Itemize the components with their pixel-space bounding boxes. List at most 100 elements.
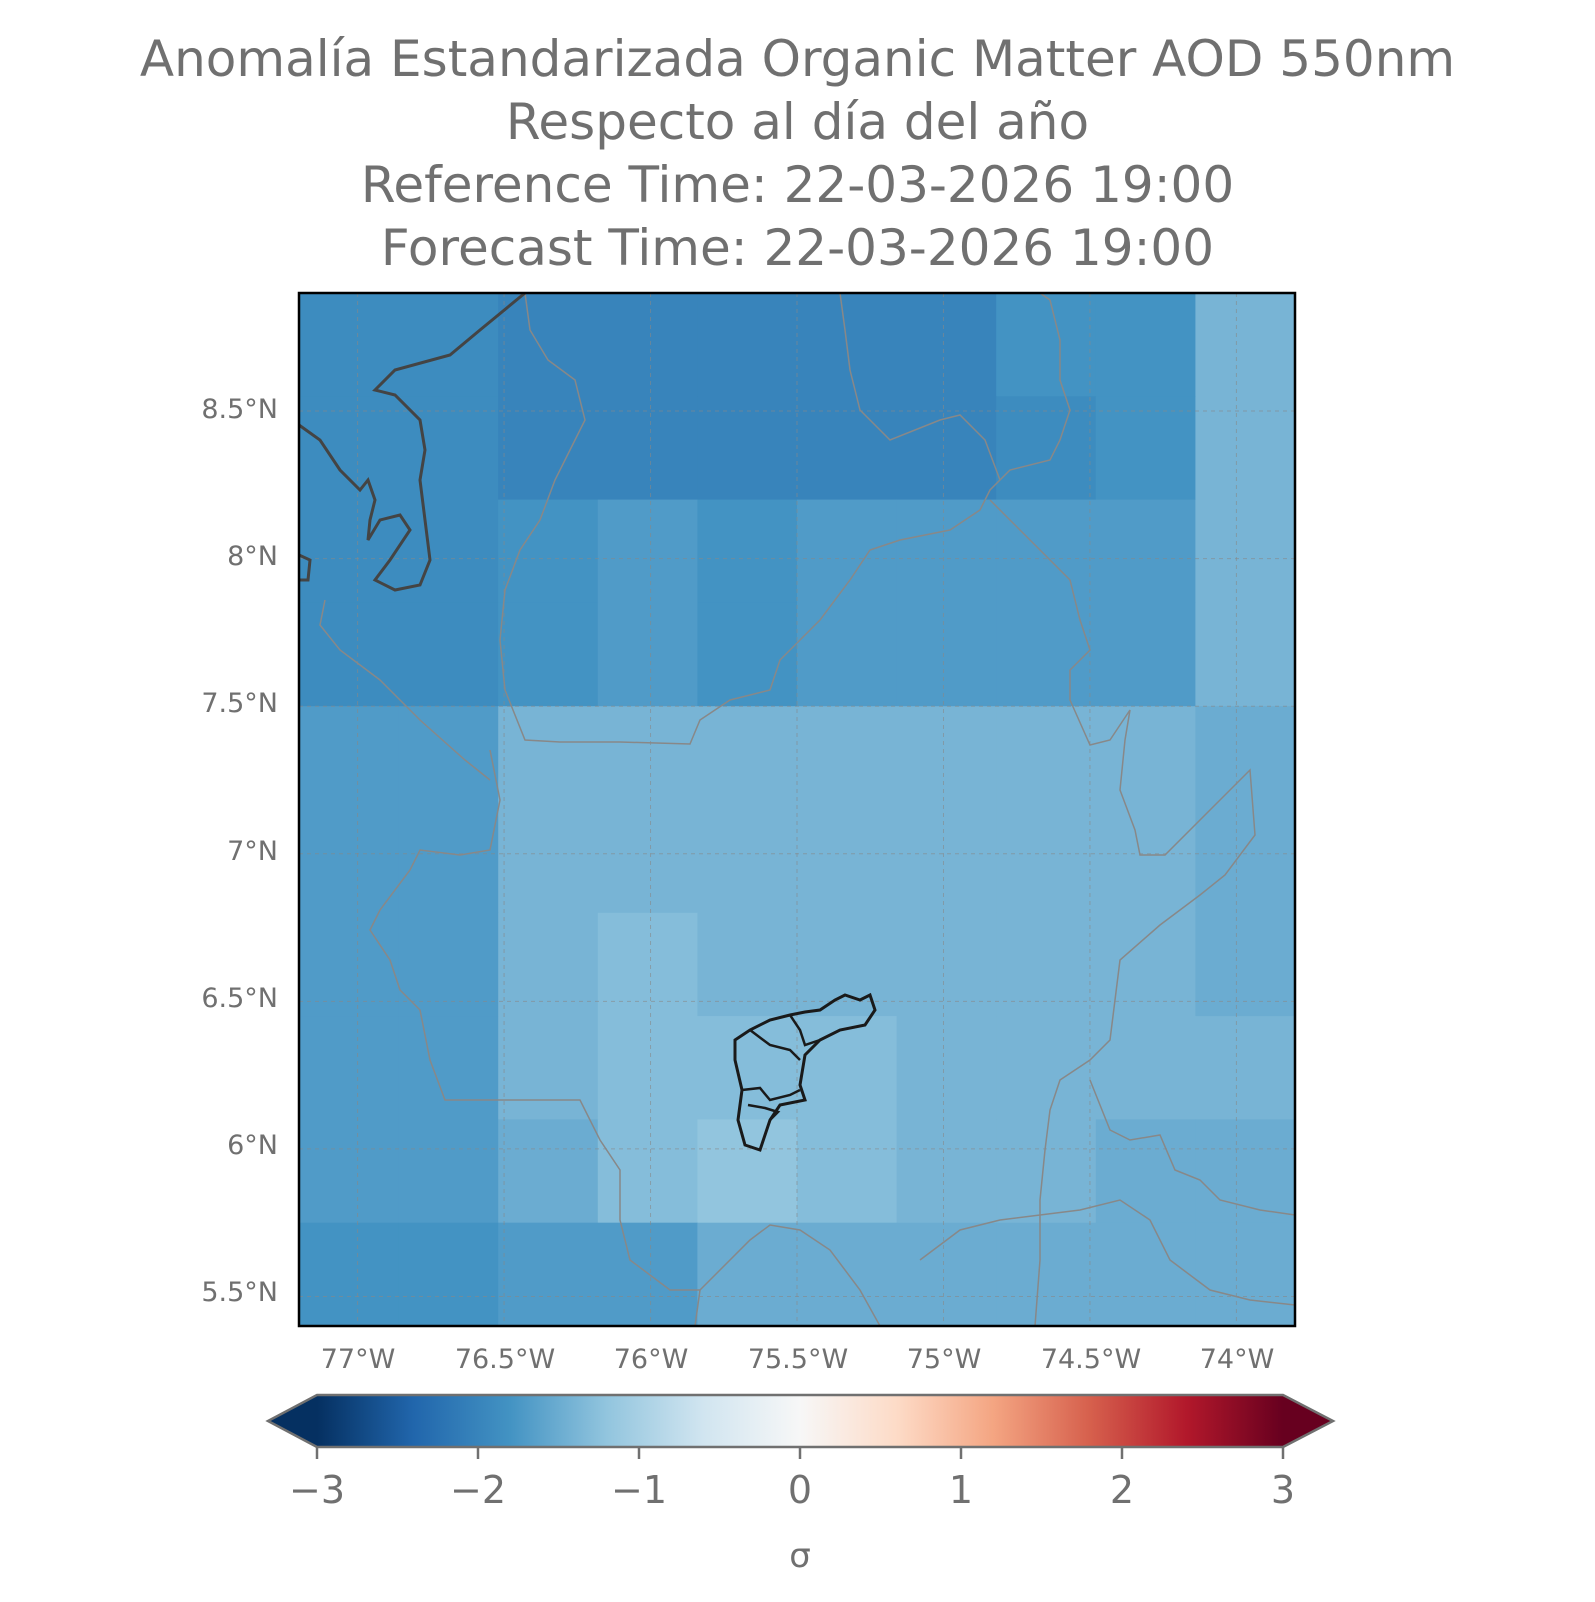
municipality-outline bbox=[733, 992, 877, 1152]
anomaly-cell bbox=[398, 912, 499, 1017]
anomaly-cell bbox=[996, 396, 1097, 501]
anomaly-cell bbox=[697, 809, 798, 914]
lat-tick-label: 8°N bbox=[227, 541, 278, 572]
anomaly-cell bbox=[597, 912, 698, 1017]
colorbar-label: σ bbox=[789, 1536, 811, 1576]
anomaly-cell bbox=[498, 499, 599, 604]
anomaly-cell bbox=[597, 1222, 698, 1326]
anomaly-cell bbox=[597, 809, 698, 914]
anomaly-cell bbox=[1195, 1119, 1295, 1224]
anomaly-cell bbox=[1195, 912, 1295, 1017]
anomaly-cell bbox=[1195, 396, 1295, 501]
anomaly-cell bbox=[896, 293, 997, 397]
title-line-4: Forecast Time: 22-03-2026 19:00 bbox=[380, 219, 1215, 277]
lat-tick-label: 5.5°N bbox=[201, 1277, 278, 1308]
department-border bbox=[919, 1199, 1295, 1306]
lon-tick-label: 77°W bbox=[320, 1344, 396, 1375]
anomaly-cell bbox=[1195, 293, 1295, 397]
anomaly-cell bbox=[996, 912, 1097, 1017]
department-border bbox=[699, 1224, 881, 1326]
anomaly-cell bbox=[697, 499, 798, 604]
colorbar-ramp bbox=[317, 1395, 1283, 1447]
anomaly-cell bbox=[498, 602, 599, 707]
lat-tick-label: 6.5°N bbox=[201, 983, 278, 1014]
anomaly-cell bbox=[896, 1016, 997, 1120]
anomaly-cell bbox=[597, 396, 698, 501]
anomaly-cell bbox=[1195, 602, 1295, 707]
lon-tick-label: 74.5°W bbox=[1040, 1344, 1142, 1375]
department-border bbox=[989, 499, 1256, 1326]
anomaly-cell bbox=[299, 293, 400, 397]
anomaly-cell bbox=[498, 293, 599, 397]
anomaly-cell bbox=[996, 1016, 1097, 1120]
anomaly-cell bbox=[1095, 499, 1196, 604]
anomaly-cell bbox=[398, 809, 499, 914]
colorbar-tick-label: 0 bbox=[787, 1468, 813, 1512]
department-border bbox=[1089, 1079, 1295, 1216]
colorbar-tick-label: 3 bbox=[1270, 1468, 1296, 1512]
anomaly-cell bbox=[597, 706, 698, 810]
anomaly-cell bbox=[797, 602, 898, 707]
anomaly-cell bbox=[896, 706, 997, 810]
lat-tick-label: 6°N bbox=[227, 1130, 278, 1161]
anomaly-cell bbox=[697, 1119, 798, 1224]
anomaly-cell bbox=[597, 1119, 698, 1224]
colorbar-under-extension bbox=[268, 1395, 317, 1447]
anomaly-cell bbox=[1195, 1222, 1295, 1326]
coastline bbox=[319, 599, 491, 781]
anomaly-cell bbox=[797, 912, 898, 1017]
anomaly-cell bbox=[398, 602, 499, 707]
anomaly-cell bbox=[299, 912, 400, 1017]
anomaly-cell bbox=[1095, 706, 1196, 810]
anomaly-cell bbox=[299, 499, 400, 604]
colorbar-tick-label: −1 bbox=[610, 1468, 668, 1512]
anomaly-cell bbox=[498, 1222, 599, 1326]
anomaly-cell bbox=[398, 293, 499, 397]
borders bbox=[299, 293, 1295, 1326]
anomaly-cell bbox=[896, 912, 997, 1017]
title-line-1: Anomalía Estandarizada Organic Matter AO… bbox=[139, 30, 1456, 88]
map-frame bbox=[297, 291, 1297, 1328]
anomaly-cell bbox=[1095, 293, 1196, 397]
lat-tick-label: 8.5°N bbox=[201, 394, 278, 425]
anomaly-cell bbox=[299, 396, 400, 501]
department-border bbox=[499, 293, 1071, 745]
anomaly-cell bbox=[597, 1016, 698, 1120]
colorbar-tick-label: 2 bbox=[1109, 1468, 1135, 1512]
anomaly-cell bbox=[797, 396, 898, 501]
anomaly-cell bbox=[797, 809, 898, 914]
municipality-outline bbox=[747, 1103, 781, 1121]
anomaly-cell bbox=[498, 912, 599, 1017]
anomaly-cell bbox=[398, 499, 499, 604]
anomaly-cell bbox=[697, 396, 798, 501]
anomaly-cell bbox=[299, 1119, 400, 1224]
anomaly-cell bbox=[1095, 912, 1196, 1017]
municipality-outline bbox=[749, 1029, 801, 1061]
anomaly-cell bbox=[896, 1222, 997, 1326]
department-border bbox=[839, 293, 1001, 481]
lon-tick-label: 74°W bbox=[1199, 1344, 1275, 1375]
lon-tick-label: 76.5°W bbox=[454, 1344, 556, 1375]
anomaly-cell bbox=[697, 912, 798, 1017]
lat-tick-label: 7°N bbox=[227, 836, 278, 867]
colorbar-over-extension bbox=[1283, 1395, 1333, 1447]
anomaly-cell bbox=[1095, 602, 1196, 707]
anomaly-cell bbox=[498, 706, 599, 810]
colorbar-tick-label: −3 bbox=[288, 1468, 346, 1512]
anomaly-cell bbox=[896, 499, 997, 604]
anomaly-cell bbox=[1195, 499, 1295, 604]
anomaly-cell bbox=[398, 1119, 499, 1224]
anomaly-cell bbox=[797, 1119, 898, 1224]
anomaly-cell bbox=[1195, 809, 1295, 914]
anomaly-cell bbox=[1095, 1222, 1196, 1326]
anomaly-cell bbox=[398, 1016, 499, 1120]
municipality-outline bbox=[741, 1086, 801, 1102]
anomaly-cell bbox=[597, 293, 698, 397]
anomaly-cell bbox=[996, 602, 1097, 707]
anomaly-cell bbox=[1095, 1016, 1196, 1120]
anomaly-cell bbox=[1095, 396, 1196, 501]
anomaly-cell bbox=[697, 602, 798, 707]
anomaly-cell bbox=[896, 1119, 997, 1224]
title-line-3: Reference Time: 22-03-2026 19:00 bbox=[360, 156, 1235, 214]
